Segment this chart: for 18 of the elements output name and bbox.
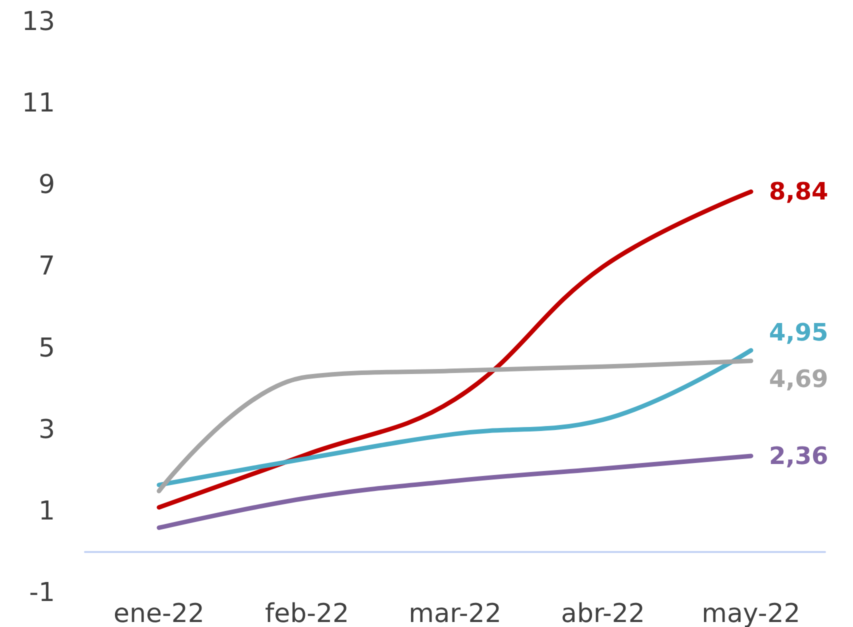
data-label: 8,84 (769, 178, 828, 206)
y-tick-label: 13 (22, 7, 55, 37)
y-tick-label: 5 (38, 333, 55, 364)
data-label: 4,95 (769, 318, 828, 346)
x-tick-label: abr-22 (561, 599, 645, 627)
data-label: 2,36 (769, 442, 828, 470)
line-series (156, 189, 754, 510)
x-tick-label: ene-22 (114, 599, 204, 627)
data-label: 4,69 (769, 364, 828, 393)
y-tick-label: 11 (22, 88, 55, 119)
y-tick-label: 7 (38, 252, 55, 282)
y-tick-label: -1 (29, 578, 55, 608)
x-tick-label: feb-22 (264, 599, 350, 627)
y-tick-label: 3 (38, 414, 55, 445)
line-series (156, 454, 754, 530)
y-tick-label: 9 (38, 170, 55, 200)
y-tick-label: 1 (38, 496, 55, 526)
x-tick-label: mar-22 (408, 599, 502, 627)
